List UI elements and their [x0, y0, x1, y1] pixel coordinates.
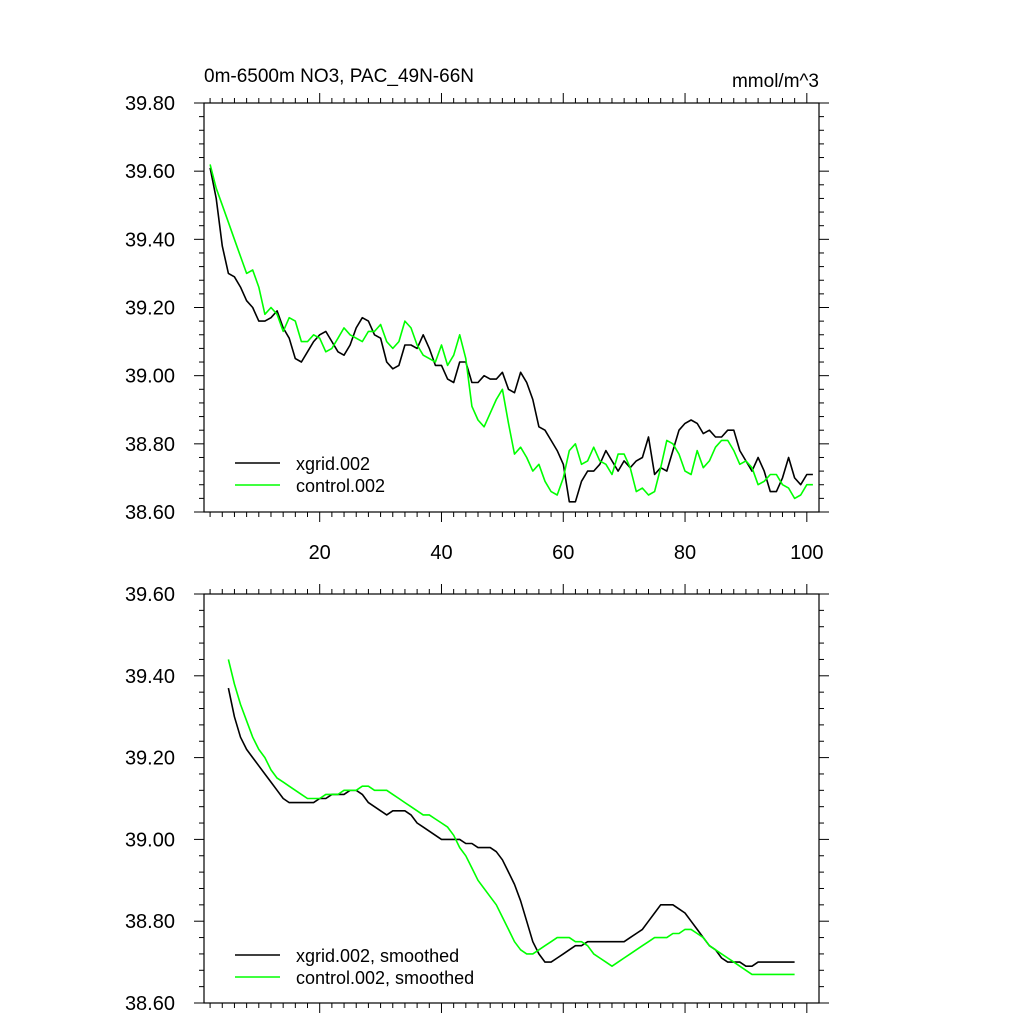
y-tick-label: 39.00	[125, 829, 175, 851]
x-tick-label: 100	[790, 542, 823, 564]
bottom-panel: 38.60 38.80 39.00 39.20 39.40 39.60 xgrid.002,…	[125, 584, 829, 1015]
legend-label-0: xgrid.002	[296, 454, 370, 474]
series-line-0	[209, 167, 813, 503]
y-tick-label: 38.80	[125, 434, 175, 456]
x-tick-label: 40	[430, 542, 452, 564]
units-label: mmol/m^3	[732, 71, 819, 92]
x-tick-label: 20	[309, 542, 331, 564]
plot-frame	[203, 102, 820, 513]
legend-label-1: control.002, smoothed	[296, 968, 474, 988]
x-tick-label: 60	[552, 542, 574, 564]
series-line-1	[227, 659, 795, 976]
chart-title: 0m-6500m NO3, PAC_49N-66N	[204, 66, 474, 87]
series-line-0	[227, 687, 795, 968]
legend-label-1: control.002	[296, 476, 385, 496]
y-tick-label: 39.80	[125, 93, 175, 115]
y-tick-label: 39.40	[125, 229, 175, 251]
series-line-1	[209, 164, 813, 500]
y-tick-label: 38.60	[125, 993, 175, 1015]
y-tick-label: 39.60	[125, 584, 175, 606]
y-tick-label: 39.20	[125, 298, 175, 320]
y-tick-label: 38.80	[125, 911, 175, 933]
y-tick-label: 38.60	[125, 502, 175, 524]
plot-frame	[203, 593, 820, 1004]
x-tick-label: 80	[674, 542, 696, 564]
top-panel: 38.60 38.80 39.00 39.20 39.40 39.60 39.80 20 40 6…	[125, 93, 829, 564]
y-tick-label: 39.20	[125, 748, 175, 770]
y-tick-label: 39.40	[125, 666, 175, 688]
y-tick-label: 39.00	[125, 366, 175, 388]
legend-label-0: xgrid.002, smoothed	[296, 946, 459, 966]
y-tick-label: 39.60	[125, 161, 175, 183]
